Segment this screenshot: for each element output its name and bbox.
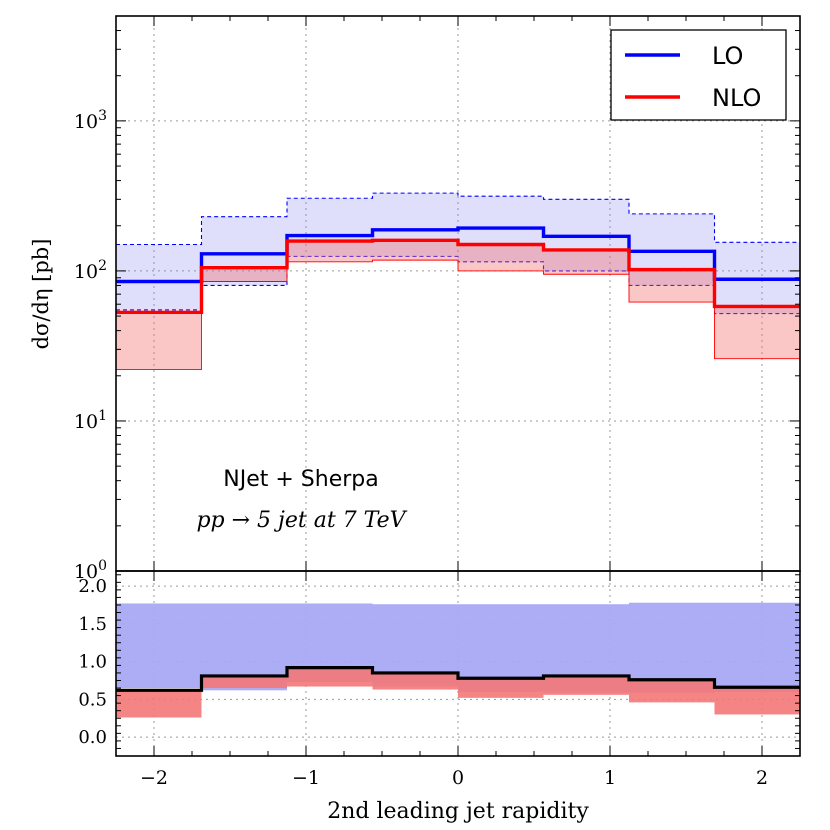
band-lo [287, 198, 373, 257]
ratio-band-nlo [201, 675, 287, 689]
band-upper-edge-lo [116, 192, 800, 246]
legend-box [610, 29, 787, 121]
ratio-y-tick-label: 0.5 [78, 689, 107, 710]
x-axis-label: 2nd leading jet rapidity [327, 799, 589, 824]
series-line-nlo [116, 238, 800, 314]
band-nlo [458, 244, 544, 271]
ratio-y-tick-label: 1.0 [78, 652, 107, 673]
band-nlo [372, 240, 458, 261]
ratio-y-tick-label: 1.5 [78, 614, 107, 635]
band-nlo [287, 241, 373, 262]
ratio-band-nlo [372, 672, 458, 690]
ratio-band-nlo [287, 667, 373, 687]
legend-label-lo: LO [712, 42, 743, 70]
main-y-tick-label: 101 [74, 408, 107, 433]
band-nlo [714, 306, 800, 359]
ratio-band-nlo [458, 678, 544, 698]
band-nlo [629, 269, 715, 303]
main-y-tick-label: 102 [74, 258, 107, 283]
ratio-y-tick-label: 0.0 [78, 727, 107, 748]
main-y-tick-labels: 100 101 102 103 [74, 108, 107, 583]
band-lo [372, 193, 458, 257]
ratio-band-nlo [543, 675, 629, 695]
band-lo [116, 244, 202, 310]
y-axis-label: dσ/dη [pb] [29, 239, 53, 350]
band-nlo [116, 312, 202, 370]
main-panel: 100 101 102 103 dσ/dη [pb] LO NLO NJet + Sh… [29, 15, 801, 583]
ratio-band-lo [629, 602, 715, 693]
annotation-process: pp → 5 jet at 7 TeV [196, 508, 407, 533]
band-lo [201, 216, 287, 286]
annotation-generator: NJet + Sherpa [223, 467, 378, 492]
band-nlo [201, 267, 287, 282]
main-ticks [115, 16, 801, 571]
main-lines [116, 226, 800, 314]
ratio-lines [116, 666, 800, 692]
ratio-ticks [115, 571, 801, 757]
x-tick-labels: −2 −1 0 1 2 [140, 767, 768, 789]
legend: LO NLO [610, 29, 787, 121]
main-y-tick-label: 100 [74, 558, 107, 583]
ratio-bands [116, 602, 800, 718]
ratio-band-nlo [629, 679, 715, 703]
ratio-panel: 0.0 0.5 1.0 1.5 2.0 −2 −1 0 1 2 2nd leading jet … [78, 570, 801, 824]
x-tick-label: 0 [452, 767, 464, 789]
series-line-lo [116, 226, 800, 284]
x-tick-label: 2 [756, 767, 768, 789]
legend-label-nlo: NLO [712, 84, 761, 112]
ratio-y-tick-labels: 0.0 0.5 1.0 1.5 2.0 [78, 576, 107, 748]
band-lower-edge-nlo [116, 259, 800, 371]
ratio-band-lo [116, 603, 202, 689]
ratio-band-nlo [116, 690, 202, 718]
main-y-tick-label: 103 [74, 108, 107, 133]
ratio-frame [115, 570, 801, 757]
ratio-band-lo [714, 602, 800, 692]
band-nlo [543, 249, 629, 275]
x-tick-label: −1 [292, 767, 320, 789]
ratio-y-tick-label: 2.0 [78, 576, 107, 597]
ratio-band-nlo [714, 687, 800, 715]
ratio-line [116, 666, 800, 692]
x-tick-label: 1 [604, 767, 616, 789]
x-tick-label: −2 [140, 767, 168, 789]
